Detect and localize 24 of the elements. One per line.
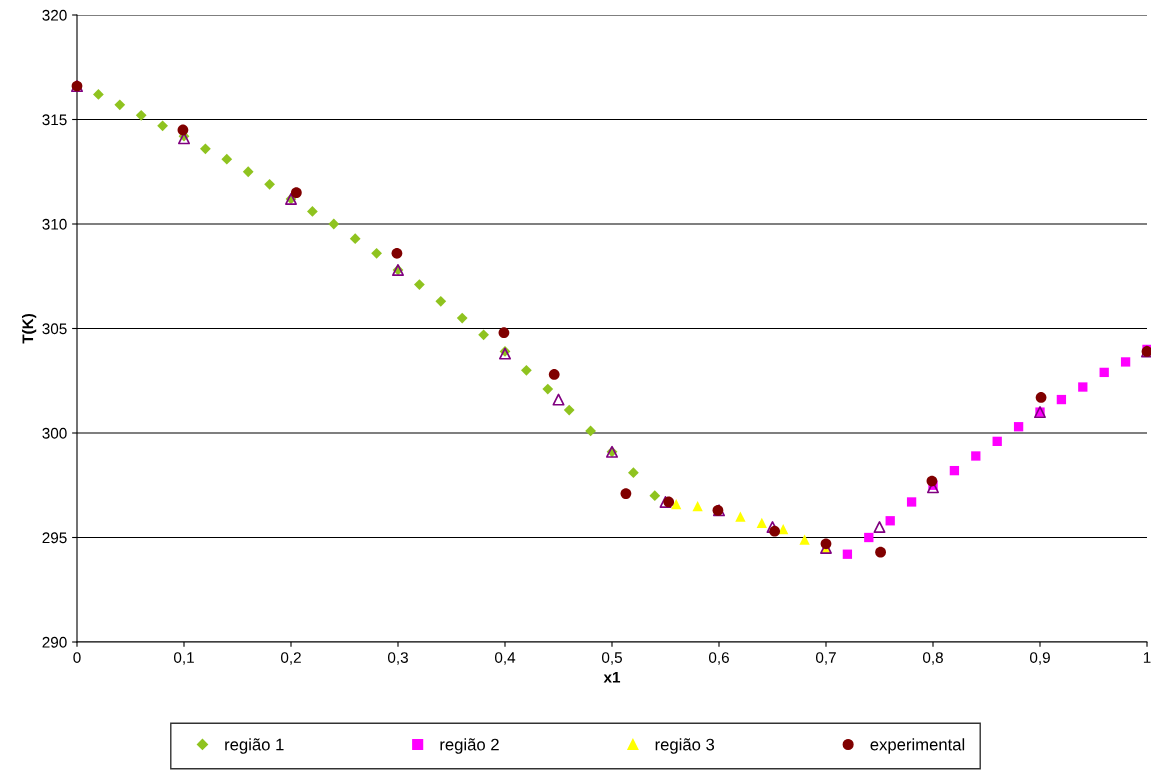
legend-label: experimental bbox=[870, 738, 965, 754]
x-tick-label: 0,4 bbox=[494, 652, 516, 665]
y-tick-label: 305 bbox=[42, 323, 67, 335]
y-tick-label: 295 bbox=[42, 532, 67, 544]
y-axis-title: T(K) bbox=[21, 313, 37, 344]
legend-label: região 2 bbox=[440, 738, 499, 754]
y-tick-label: 315 bbox=[42, 114, 67, 126]
x-tick-label: 0,5 bbox=[601, 652, 622, 665]
x-tick-label: 0,9 bbox=[1029, 652, 1050, 665]
legend-label: região 3 bbox=[655, 738, 715, 754]
x-tick-label: 0,1 bbox=[173, 652, 194, 665]
y-tick-label: 310 bbox=[42, 218, 67, 230]
x-tick-label: 0 bbox=[73, 652, 81, 663]
x-tick-label: 0,8 bbox=[922, 652, 943, 665]
x-tick-label: 1 bbox=[1143, 652, 1151, 663]
x-tick-label: 0,7 bbox=[815, 652, 836, 665]
x-tick-label: 0,6 bbox=[708, 652, 729, 665]
x-tick-label: 0,3 bbox=[387, 652, 408, 665]
y-tick-label: 290 bbox=[42, 636, 67, 648]
y-tick-label: 320 bbox=[42, 9, 67, 21]
legend-label: região 1 bbox=[225, 738, 284, 754]
x-tick-label: 0,2 bbox=[280, 652, 301, 665]
x-axis-title: x1 bbox=[603, 672, 621, 683]
y-tick-label: 300 bbox=[42, 427, 67, 439]
